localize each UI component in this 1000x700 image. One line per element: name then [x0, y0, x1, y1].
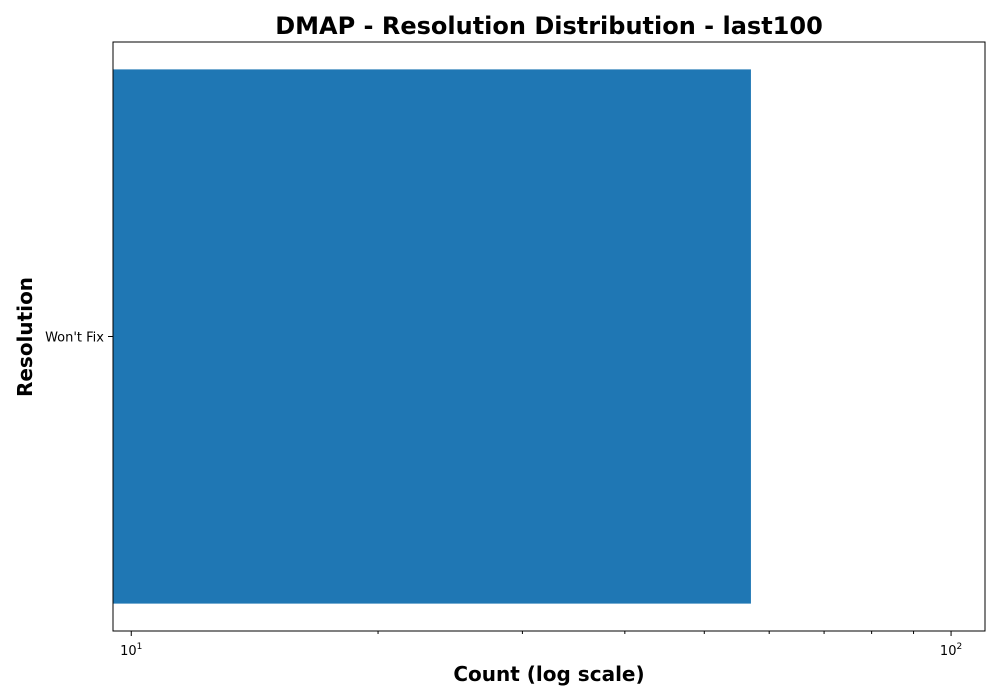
x-tick-label-base: 10	[940, 644, 957, 659]
plot-frame	[112, 41, 986, 632]
bars-group	[113, 69, 751, 604]
x-axis-ticks: 101 102	[120, 631, 962, 659]
x-tick-label-exponent: 1	[137, 642, 143, 652]
x-tick-label: 102	[940, 642, 962, 659]
chart-title: DMAP - Resolution Distribution - last100	[275, 12, 823, 40]
y-axis-label: Resolution	[13, 277, 37, 397]
x-axis-label: Count (log scale)	[453, 662, 644, 686]
x-tick-label-base: 10	[120, 644, 137, 659]
x-tick-label-exponent: 2	[956, 642, 962, 652]
y-axis-ticks: Won't Fix	[45, 331, 113, 346]
x-tick-label: 101	[120, 642, 142, 659]
y-tick-label: Won't Fix	[45, 331, 104, 346]
bar-0	[113, 69, 751, 604]
